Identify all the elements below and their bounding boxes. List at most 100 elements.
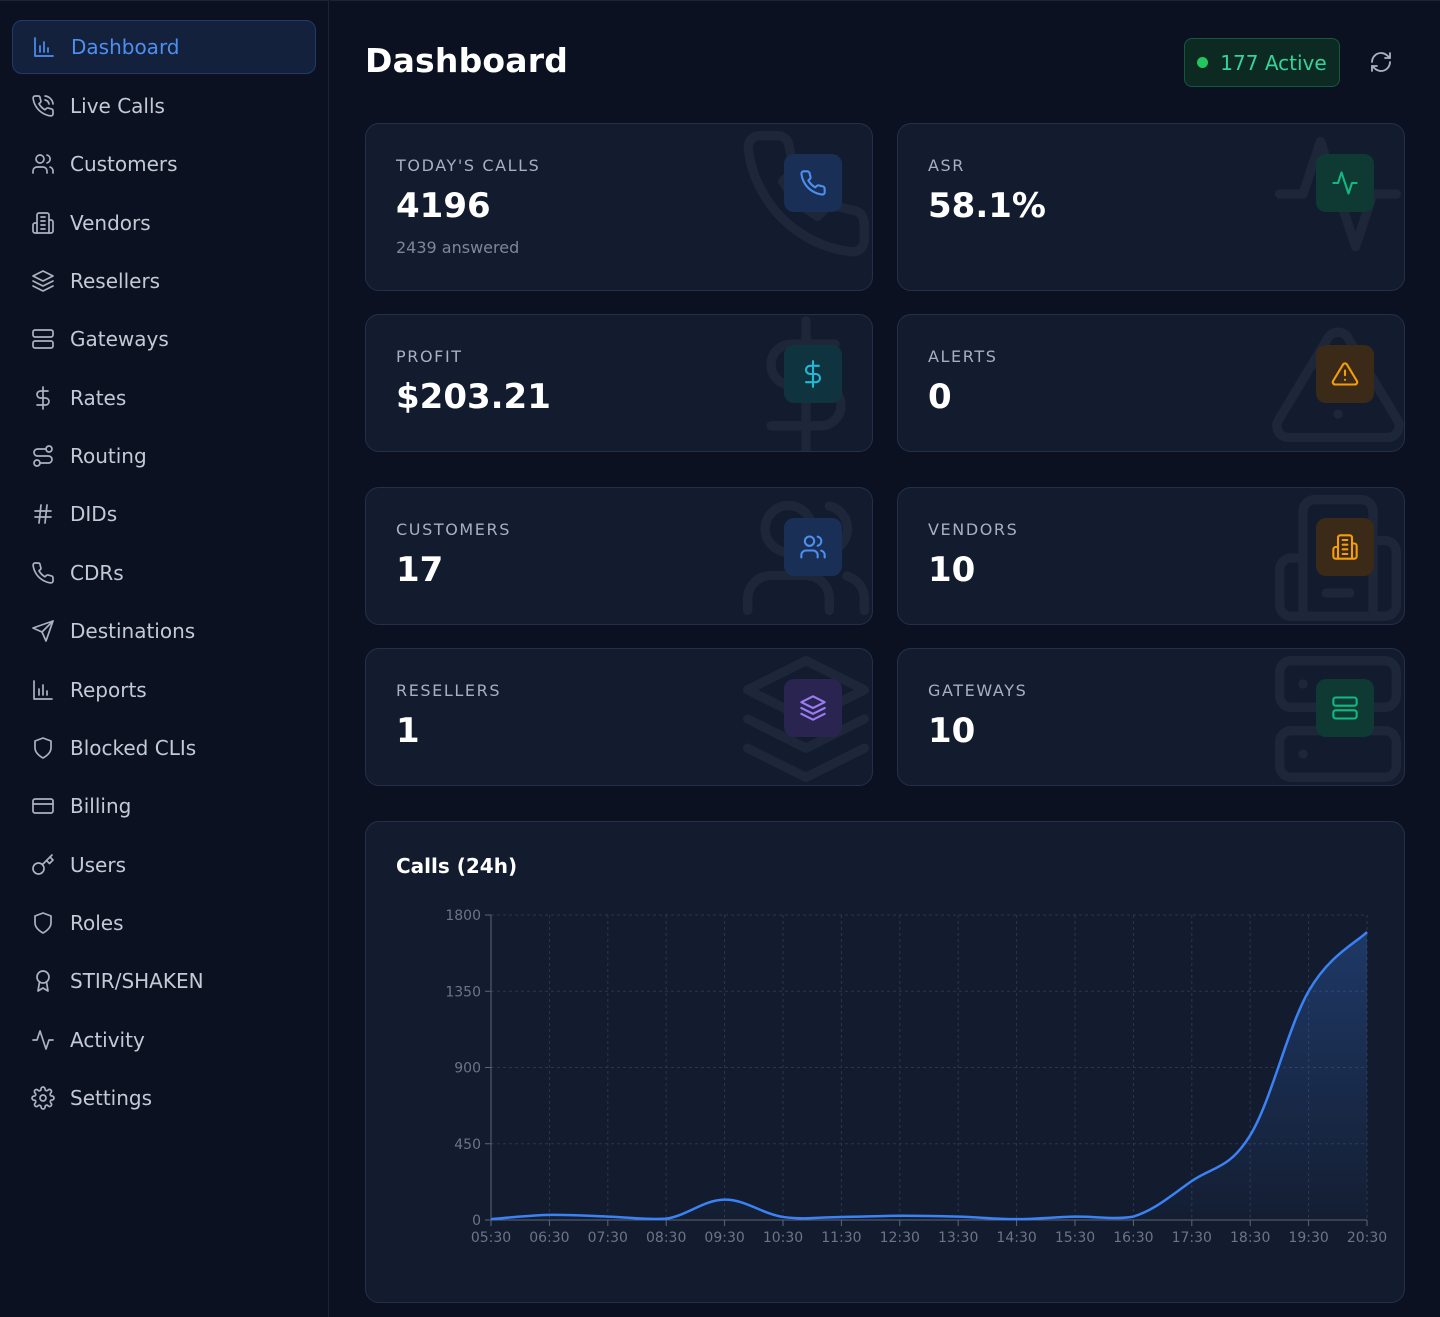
sidebar-item-dashboard[interactable]: Dashboard	[12, 20, 316, 74]
building-icon	[1332, 534, 1358, 560]
shield-icon	[31, 911, 55, 935]
sidebar-item-label: Blocked CLIs	[70, 736, 197, 760]
card-label: PROFIT	[396, 347, 463, 366]
sidebar-item-customers[interactable]: Customers	[12, 137, 316, 191]
bar-chart-icon	[31, 678, 55, 702]
active-calls-label: 177 Active	[1220, 50, 1327, 75]
key-icon	[31, 853, 55, 877]
card-value: 10	[928, 550, 976, 590]
card-value: 17	[396, 550, 444, 590]
sidebar-item-label: Roles	[70, 911, 124, 935]
card-customers: CUSTOMERS 17	[365, 487, 873, 625]
sidebar-item-settings[interactable]: Settings	[12, 1071, 316, 1125]
status-dot-icon	[1197, 57, 1209, 68]
sidebar: Dashboard Live Calls Customers Vendors Resel…	[0, 0, 329, 1317]
hash-icon	[31, 502, 55, 526]
server-icon	[1332, 696, 1358, 720]
sidebar-item-label: Live Calls	[70, 94, 165, 118]
card-value: 58.1%	[928, 186, 1046, 226]
sidebar-item-resellers[interactable]: Resellers	[12, 254, 316, 308]
y-tick-label: 900	[454, 1061, 481, 1077]
card-value: 1	[396, 711, 420, 751]
card-asr: ASR 58.1%	[897, 123, 1405, 291]
shield-icon	[31, 736, 55, 760]
sidebar-item-stir-shaken[interactable]: STIR/SHAKEN	[12, 954, 316, 1008]
sidebar-item-billing[interactable]: Billing	[12, 779, 316, 833]
page-title: Dashboard	[365, 41, 569, 80]
card-label: ASR	[928, 156, 966, 175]
sidebar-item-label: Gateways	[70, 327, 169, 351]
refresh-icon	[1371, 52, 1391, 72]
sidebar-item-label: Activity	[70, 1028, 145, 1052]
phone-icon	[31, 561, 55, 585]
card-subtext: 2439 answered	[396, 238, 520, 257]
refresh-button[interactable]	[1366, 47, 1396, 77]
x-tick-label: 14:30	[996, 1230, 1036, 1246]
sidebar-item-roles[interactable]: Roles	[12, 896, 316, 950]
sidebar-item-label: Customers	[70, 152, 178, 176]
server-icon	[31, 327, 55, 351]
sidebar-item-gateways[interactable]: Gateways	[12, 312, 316, 366]
x-tick-label: 09:30	[704, 1230, 744, 1246]
sidebar-item-cdrs[interactable]: CDRs	[12, 546, 316, 600]
main-content: Dashboard 177 Active TODAY'S CALLS 4196 …	[330, 0, 1440, 1317]
sidebar-item-label: Destinations	[70, 619, 196, 643]
sidebar-item-label: Resellers	[70, 269, 161, 293]
sidebar-item-label: Reports	[70, 678, 147, 702]
sidebar-item-label: Dashboard	[71, 35, 180, 59]
sidebar-item-rates[interactable]: Rates	[12, 371, 316, 425]
sidebar-item-dids[interactable]: DIDs	[12, 487, 316, 541]
card-resellers: RESELLERS 1	[365, 648, 873, 786]
active-calls-badge: 177 Active	[1184, 38, 1340, 87]
x-tick-label: 06:30	[529, 1230, 569, 1246]
card-value: 10	[928, 711, 976, 751]
card-value: 0	[928, 377, 952, 417]
x-tick-label: 07:30	[588, 1230, 628, 1246]
x-tick-label: 19:30	[1288, 1230, 1328, 1246]
sidebar-item-label: STIR/SHAKEN	[70, 969, 204, 993]
sidebar-item-vendors[interactable]: Vendors	[12, 196, 316, 250]
sidebar-item-label: DIDs	[70, 502, 118, 526]
card-icon-box	[784, 154, 842, 212]
sidebar-item-destinations[interactable]: Destinations	[12, 604, 316, 658]
card-value: 4196	[396, 186, 491, 226]
sidebar-item-label: Rates	[70, 386, 127, 410]
sidebar-item-label: CDRs	[70, 561, 124, 585]
card-label: ALERTS	[928, 347, 998, 366]
card-todays-calls: TODAY'S CALLS 4196 2439 answered	[365, 123, 873, 291]
card-vendors: VENDORS 10	[897, 487, 1405, 625]
x-tick-label: 10:30	[763, 1230, 803, 1246]
card-icon-box	[1316, 679, 1374, 737]
bar-chart-icon	[32, 35, 56, 59]
y-tick-label: 450	[454, 1137, 481, 1153]
card-label: RESELLERS	[396, 681, 502, 700]
sidebar-item-users[interactable]: Users	[12, 838, 316, 892]
x-tick-label: 16:30	[1113, 1230, 1153, 1246]
x-tick-label: 05:30	[471, 1230, 511, 1246]
dollar-icon	[31, 386, 55, 410]
card-icon-box	[1316, 518, 1374, 576]
sidebar-item-routing[interactable]: Routing	[12, 429, 316, 483]
y-tick-label: 0	[472, 1213, 481, 1229]
x-tick-label: 20:30	[1347, 1230, 1387, 1246]
users-icon	[800, 535, 826, 559]
sidebar-item-live-calls[interactable]: Live Calls	[12, 79, 316, 133]
activity-icon	[1332, 171, 1358, 195]
route-icon	[31, 444, 55, 468]
sidebar-item-blocked-clis[interactable]: Blocked CLIs	[12, 721, 316, 775]
sidebar-item-label: Billing	[70, 794, 132, 818]
card-label: CUSTOMERS	[396, 520, 511, 539]
x-tick-label: 11:30	[821, 1230, 861, 1246]
x-tick-label: 08:30	[646, 1230, 686, 1246]
layers-icon	[800, 695, 826, 721]
sidebar-item-reports[interactable]: Reports	[12, 663, 316, 717]
x-tick-label: 13:30	[938, 1230, 978, 1246]
x-tick-label: 18:30	[1230, 1230, 1270, 1246]
chart-title: Calls (24h)	[396, 854, 518, 878]
sidebar-item-label: Vendors	[70, 211, 151, 235]
sidebar-item-activity[interactable]: Activity	[12, 1013, 316, 1067]
calls-area-fill	[491, 931, 1367, 1220]
dollar-icon	[804, 360, 822, 388]
sidebar-item-label: Users	[70, 853, 127, 877]
calls-chart: 0 450 900 1350 1800 05:30 06:30 07:30 08:30 09:30…	[445, 908, 1387, 1246]
